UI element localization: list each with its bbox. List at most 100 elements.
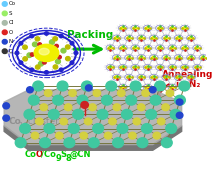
Ellipse shape — [183, 46, 187, 49]
Circle shape — [97, 109, 108, 119]
Circle shape — [30, 53, 34, 56]
Circle shape — [88, 138, 99, 148]
Ellipse shape — [121, 27, 125, 29]
Ellipse shape — [34, 44, 59, 62]
Ellipse shape — [171, 66, 174, 69]
Circle shape — [64, 104, 72, 111]
Circle shape — [58, 55, 61, 59]
Circle shape — [44, 71, 48, 74]
Circle shape — [84, 118, 92, 125]
Circle shape — [15, 138, 26, 148]
Circle shape — [170, 109, 181, 119]
Circle shape — [61, 48, 66, 53]
Ellipse shape — [177, 76, 181, 79]
Ellipse shape — [158, 86, 162, 88]
Text: /Co: /Co — [41, 149, 56, 159]
Ellipse shape — [146, 46, 150, 49]
Polygon shape — [4, 126, 182, 150]
Circle shape — [68, 124, 79, 133]
Circle shape — [74, 51, 78, 55]
Circle shape — [53, 95, 64, 105]
Circle shape — [118, 90, 125, 97]
Circle shape — [70, 61, 74, 64]
Circle shape — [57, 81, 68, 91]
Circle shape — [38, 43, 42, 46]
Circle shape — [53, 37, 58, 41]
Circle shape — [175, 95, 185, 105]
Circle shape — [35, 37, 40, 41]
Circle shape — [36, 65, 40, 69]
Circle shape — [38, 61, 43, 66]
Circle shape — [102, 95, 112, 105]
Ellipse shape — [183, 86, 187, 88]
Circle shape — [2, 2, 7, 6]
Circle shape — [2, 49, 7, 53]
Circle shape — [80, 132, 87, 139]
Circle shape — [179, 81, 190, 91]
Circle shape — [2, 21, 7, 25]
Ellipse shape — [115, 37, 118, 39]
Circle shape — [19, 42, 23, 45]
Ellipse shape — [183, 27, 187, 29]
Circle shape — [130, 81, 141, 91]
Text: Co: Co — [8, 117, 21, 126]
Ellipse shape — [121, 46, 125, 49]
Circle shape — [158, 118, 165, 125]
Circle shape — [162, 104, 169, 111]
Circle shape — [146, 109, 157, 119]
Ellipse shape — [140, 56, 143, 59]
Circle shape — [93, 90, 101, 97]
Circle shape — [161, 138, 172, 148]
Ellipse shape — [133, 86, 137, 88]
Circle shape — [43, 61, 46, 64]
Text: Co: Co — [25, 149, 37, 159]
Text: O: O — [9, 30, 13, 35]
Circle shape — [150, 95, 161, 105]
Circle shape — [93, 124, 104, 133]
Circle shape — [106, 81, 117, 91]
Circle shape — [176, 112, 183, 118]
Ellipse shape — [108, 46, 112, 49]
Ellipse shape — [115, 56, 118, 59]
Circle shape — [27, 87, 33, 93]
Ellipse shape — [115, 76, 118, 79]
Circle shape — [59, 34, 63, 38]
Ellipse shape — [152, 37, 156, 39]
Ellipse shape — [158, 46, 162, 49]
Text: C: C — [9, 49, 13, 54]
Text: Co: Co — [9, 2, 16, 6]
Circle shape — [44, 124, 55, 133]
Circle shape — [53, 65, 58, 69]
Ellipse shape — [164, 37, 168, 39]
Circle shape — [126, 95, 137, 105]
Text: Cl: Cl — [9, 20, 14, 25]
Text: 14: 14 — [19, 122, 28, 128]
Circle shape — [77, 95, 88, 105]
Ellipse shape — [140, 76, 143, 79]
Ellipse shape — [108, 66, 112, 69]
Circle shape — [48, 109, 59, 119]
Circle shape — [31, 132, 39, 139]
Circle shape — [141, 124, 152, 133]
Circle shape — [33, 81, 44, 91]
Circle shape — [23, 57, 27, 61]
Circle shape — [104, 132, 112, 139]
Circle shape — [40, 138, 50, 148]
Circle shape — [20, 124, 30, 133]
Circle shape — [133, 118, 141, 125]
Polygon shape — [4, 90, 182, 145]
Circle shape — [33, 42, 38, 47]
Circle shape — [122, 109, 132, 119]
Circle shape — [2, 40, 7, 44]
Circle shape — [30, 34, 34, 38]
Circle shape — [59, 68, 63, 71]
Circle shape — [113, 104, 121, 111]
Text: 9: 9 — [56, 154, 61, 163]
Circle shape — [15, 51, 19, 55]
Circle shape — [166, 124, 177, 133]
Circle shape — [137, 138, 148, 148]
Text: Annealing
in N₂: Annealing in N₂ — [162, 70, 214, 89]
Circle shape — [113, 138, 123, 148]
Ellipse shape — [164, 76, 168, 79]
Circle shape — [150, 87, 156, 93]
